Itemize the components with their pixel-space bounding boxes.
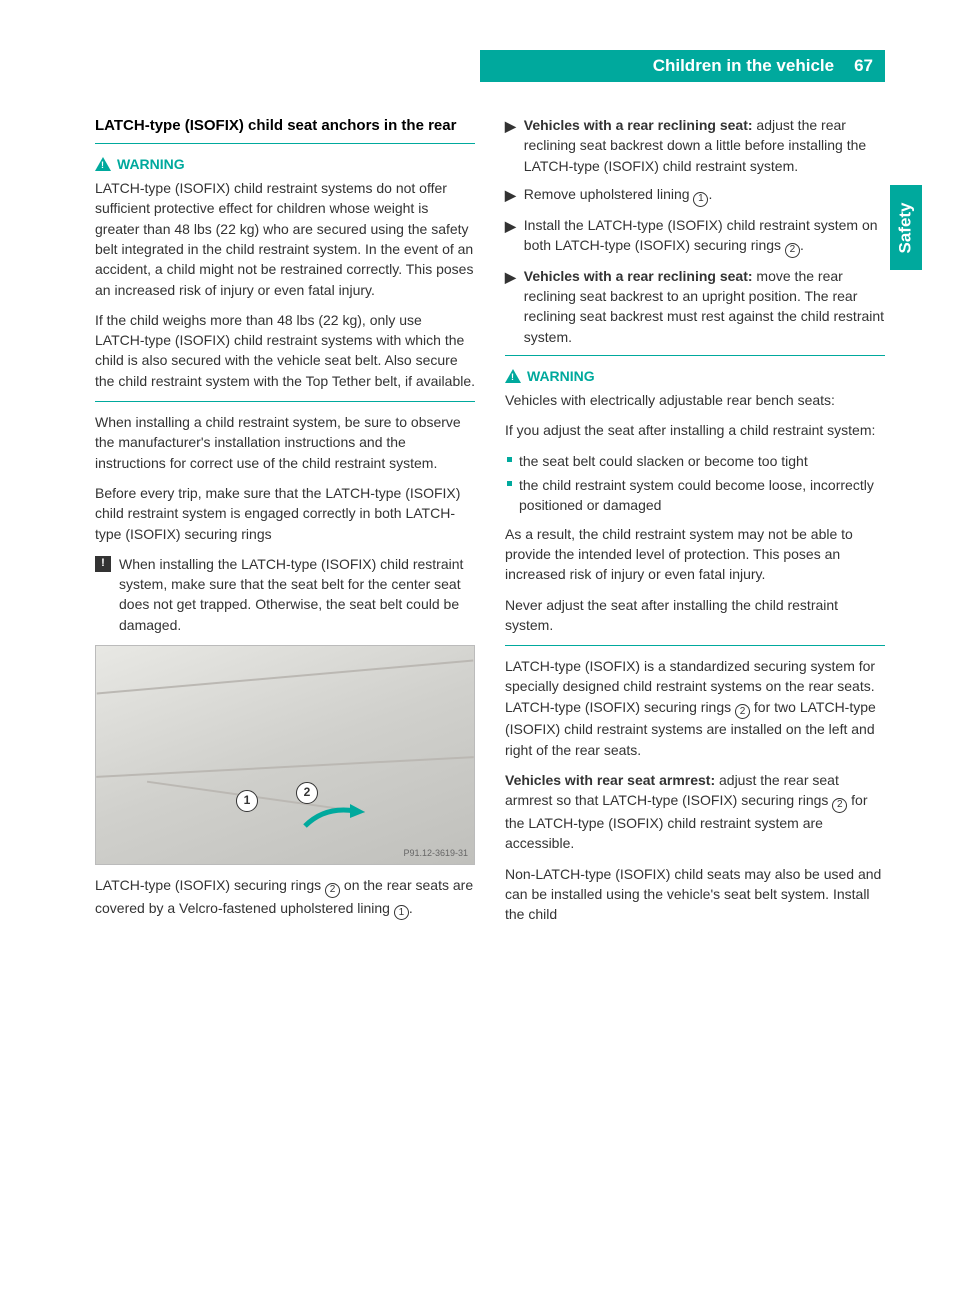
body-paragraph-1: When installing a child restraint system…: [95, 412, 475, 473]
warning-header: WARNING: [95, 154, 475, 174]
right-column: ▶ Vehicles with a rear reclining seat: a…: [505, 115, 885, 935]
step-1: ▶ Vehicles with a rear reclining seat: a…: [505, 115, 885, 176]
warning-paragraph-2: If the child weighs more than 48 lbs (22…: [95, 310, 475, 391]
body-p3: Non-LATCH-type (ISOFIX) child seats may …: [505, 864, 885, 925]
warn-p4: Never adjust the seat after installing t…: [505, 595, 885, 636]
warning-label: WARNING: [527, 366, 595, 386]
left-column: LATCH-type (ISOFIX) child seat anchors i…: [95, 115, 475, 935]
arrow-icon: [156, 796, 534, 836]
body-p1: LATCH-type (ISOFIX) is a standardized se…: [505, 656, 885, 760]
notice-text: When installing the LATCH-type (ISOFIX) …: [119, 554, 475, 635]
warn-p2: If you adjust the seat after installing …: [505, 420, 885, 440]
warn-list-item: the seat belt could slacken or become to…: [519, 451, 885, 471]
step-3: ▶ Install the LATCH-type (ISOFIX) child …: [505, 215, 885, 258]
rule: [505, 645, 885, 646]
step-marker-icon: ▶: [505, 185, 516, 207]
warn-list: the seat belt could slacken or become to…: [505, 451, 885, 516]
step-marker-icon: ▶: [505, 116, 516, 176]
figure-callout-2: 2: [296, 782, 318, 804]
heading-rule: [95, 143, 475, 144]
warn-list-item: the child restraint system could become …: [519, 475, 885, 516]
notice-icon: !: [95, 556, 111, 572]
step-4: ▶ Vehicles with a rear reclining seat: m…: [505, 266, 885, 347]
step-marker-icon: ▶: [505, 267, 516, 347]
warning-triangle-icon: [505, 369, 521, 383]
figure-id: P91.12-3619-31: [403, 847, 468, 860]
seat-figure: 1 2 P91.12-3619-31: [95, 645, 475, 865]
warn-p3: As a result, the child restraint system …: [505, 524, 885, 585]
figure-caption: LATCH-type (ISOFIX) securing rings 2 on …: [95, 875, 475, 921]
step-marker-icon: ▶: [505, 216, 516, 258]
figure-callout-1: 1: [236, 790, 258, 812]
step-4-text: Vehicles with a rear reclining seat: mov…: [524, 266, 885, 347]
step-1-text: Vehicles with a rear reclining seat: adj…: [524, 115, 885, 176]
notice-row: ! When installing the LATCH-type (ISOFIX…: [95, 554, 475, 635]
rule: [505, 355, 885, 356]
manual-page: Children in the vehicle 67 Safety LATCH-…: [0, 0, 960, 1302]
page-number: 67: [854, 56, 873, 76]
side-tab-label: Safety: [896, 202, 916, 253]
warning-triangle-icon: [95, 157, 111, 171]
step-3-text: Install the LATCH-type (ISOFIX) child re…: [524, 215, 885, 258]
warning-label: WARNING: [117, 154, 185, 174]
body-p2: Vehicles with rear seat armrest: adjust …: [505, 770, 885, 854]
warn-p1: Vehicles with electrically adjustable re…: [505, 390, 885, 410]
step-2: ▶ Remove upholstered lining 1.: [505, 184, 885, 207]
header-bar: Children in the vehicle 67: [480, 50, 885, 82]
side-tab: Safety: [890, 185, 922, 270]
warning-paragraph-1: LATCH-type (ISOFIX) child restraint syst…: [95, 178, 475, 300]
header-title: Children in the vehicle: [653, 56, 834, 76]
warning-rule: [95, 401, 475, 402]
step-2-text: Remove upholstered lining 1.: [524, 184, 713, 207]
section-heading: LATCH-type (ISOFIX) child seat anchors i…: [95, 115, 475, 137]
content-columns: LATCH-type (ISOFIX) child seat anchors i…: [95, 115, 885, 935]
warning-header-2: WARNING: [505, 366, 885, 386]
body-paragraph-2: Before every trip, make sure that the LA…: [95, 483, 475, 544]
